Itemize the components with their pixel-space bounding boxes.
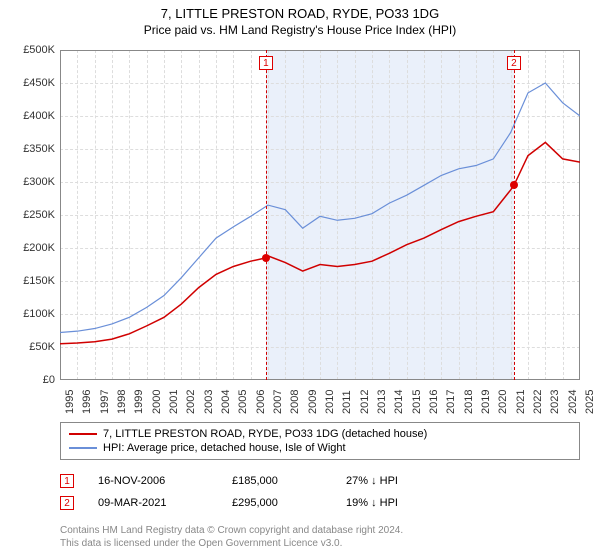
ytick-label: £100K: [23, 308, 55, 320]
event-marker-badge: 1: [60, 474, 74, 488]
ytick-label: £350K: [23, 143, 55, 155]
legend-label: 7, LITTLE PRESTON ROAD, RYDE, PO33 1DG (…: [103, 428, 427, 440]
ytick-label: £250K: [23, 209, 55, 221]
event-price: £185,000: [232, 475, 322, 487]
xtick-label: 1999: [133, 390, 145, 414]
xtick-label: 1995: [64, 390, 76, 414]
xtick-label: 2003: [203, 390, 215, 414]
ytick-label: £300K: [23, 176, 55, 188]
ytick-label: £400K: [23, 110, 55, 122]
event-marker-badge: 2: [60, 496, 74, 510]
xtick-label: 2012: [359, 390, 371, 414]
legend-item: 7, LITTLE PRESTON ROAD, RYDE, PO33 1DG (…: [69, 427, 571, 441]
event-row: 2 09-MAR-2021 £295,000 19% ↓ HPI: [60, 492, 580, 514]
xtick-label: 2016: [428, 390, 440, 414]
marker-badge: 2: [507, 56, 521, 70]
footer-line: This data is licensed under the Open Gov…: [60, 537, 580, 550]
xtick-label: 2008: [289, 390, 301, 414]
xtick-label: 2001: [168, 390, 180, 414]
xtick-label: 2011: [341, 390, 353, 414]
ytick-label: £200K: [23, 242, 55, 254]
xtick-label: 2022: [532, 390, 544, 414]
legend: 7, LITTLE PRESTON ROAD, RYDE, PO33 1DG (…: [60, 422, 580, 460]
data-point-marker: [262, 254, 270, 262]
xtick-label: 2010: [324, 390, 336, 414]
data-point-marker: [510, 181, 518, 189]
xtick-label: 2015: [411, 390, 423, 414]
ytick-label: £150K: [23, 275, 55, 287]
chart-subtitle: Price paid vs. HM Land Registry's House …: [0, 21, 600, 37]
chart-container: 7, LITTLE PRESTON ROAD, RYDE, PO33 1DG P…: [0, 0, 600, 560]
xtick-label: 1996: [81, 390, 93, 414]
ytick-label: £450K: [23, 77, 55, 89]
xtick-label: 2005: [237, 390, 249, 414]
ytick-label: £500K: [23, 44, 55, 56]
event-delta: 19% ↓ HPI: [346, 497, 398, 509]
xtick-label: 2019: [480, 390, 492, 414]
xtick-label: 2013: [376, 390, 388, 414]
xtick-label: 2006: [255, 390, 267, 414]
marker-badge: 1: [259, 56, 273, 70]
xtick-label: 2009: [307, 390, 319, 414]
ytick-label: £50K: [29, 341, 55, 353]
xtick-label: 2025: [584, 390, 596, 414]
attribution: Contains HM Land Registry data © Crown c…: [60, 524, 580, 550]
event-date: 09-MAR-2021: [98, 497, 208, 509]
event-delta: 27% ↓ HPI: [346, 475, 398, 487]
xtick-label: 2023: [549, 390, 561, 414]
xtick-label: 2021: [515, 390, 527, 414]
footer-line: Contains HM Land Registry data © Crown c…: [60, 524, 580, 537]
legend-swatch: [69, 447, 97, 449]
xtick-label: 2024: [567, 390, 579, 414]
line-series: [60, 50, 580, 380]
xtick-label: 2014: [393, 390, 405, 414]
xtick-label: 1998: [116, 390, 128, 414]
xtick-label: 1997: [99, 390, 111, 414]
xtick-label: 2020: [497, 390, 509, 414]
xtick-label: 2018: [463, 390, 475, 414]
xtick-label: 2007: [272, 390, 284, 414]
event-date: 16-NOV-2006: [98, 475, 208, 487]
event-row: 1 16-NOV-2006 £185,000 27% ↓ HPI: [60, 470, 580, 492]
event-price: £295,000: [232, 497, 322, 509]
legend-swatch: [69, 433, 97, 435]
event-table: 1 16-NOV-2006 £185,000 27% ↓ HPI 2 09-MA…: [60, 470, 580, 514]
chart-title: 7, LITTLE PRESTON ROAD, RYDE, PO33 1DG: [0, 0, 600, 21]
legend-item: HPI: Average price, detached house, Isle…: [69, 441, 571, 455]
ytick-label: £0: [43, 374, 55, 386]
xtick-label: 2000: [151, 390, 163, 414]
xtick-label: 2004: [220, 390, 232, 414]
xtick-label: 2017: [445, 390, 457, 414]
legend-label: HPI: Average price, detached house, Isle…: [103, 442, 346, 454]
xtick-label: 2002: [185, 390, 197, 414]
